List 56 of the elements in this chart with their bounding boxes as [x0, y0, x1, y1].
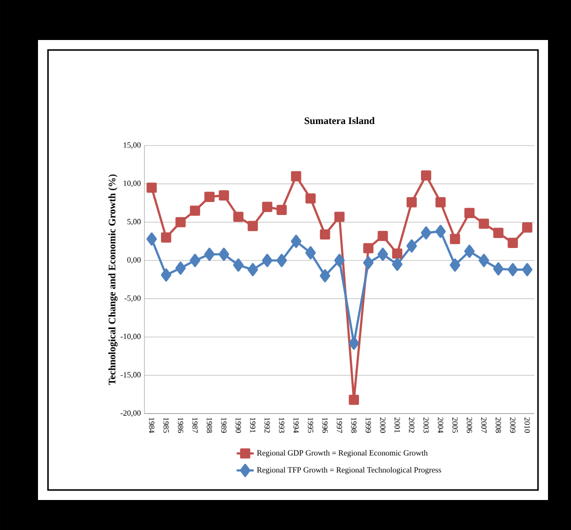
point: [464, 244, 475, 258]
point: [508, 238, 518, 248]
point: [262, 202, 272, 212]
point: [262, 254, 272, 268]
point: [218, 190, 229, 200]
point: [175, 217, 186, 228]
point: [406, 197, 417, 208]
point: [233, 258, 244, 272]
point: [305, 246, 316, 260]
chart-title: Sumatera Island: [304, 117, 375, 124]
point: [478, 218, 489, 229]
point: [204, 248, 215, 261]
point: [248, 263, 258, 276]
point: [204, 192, 215, 202]
point: [420, 226, 432, 240]
point: [378, 230, 388, 242]
point: [421, 170, 432, 181]
point: [348, 336, 360, 350]
point: [320, 229, 330, 240]
point: [493, 262, 504, 276]
y-axis-title: Technological Change and Economic Growth (%): [108, 174, 118, 386]
point: [493, 228, 504, 238]
point: [334, 254, 345, 268]
point: [435, 197, 446, 208]
point: [363, 256, 374, 270]
point: [320, 269, 330, 282]
point: [464, 208, 475, 218]
point: [378, 248, 388, 261]
point: [508, 263, 518, 276]
point: [450, 258, 460, 272]
point: [190, 254, 200, 268]
point: [522, 222, 532, 233]
point: [218, 248, 230, 261]
point: [435, 224, 446, 238]
point: [348, 394, 359, 405]
point: [276, 204, 287, 216]
point: [160, 268, 172, 282]
point: [522, 263, 532, 276]
point: [478, 254, 490, 268]
point: [175, 262, 186, 275]
point: [363, 243, 374, 254]
point: [161, 232, 172, 243]
point: [392, 258, 402, 271]
point: [392, 248, 402, 259]
point: [305, 193, 316, 204]
point: [233, 212, 244, 222]
point: [450, 234, 460, 244]
point: [146, 182, 157, 193]
point: [146, 232, 157, 246]
point: [334, 212, 345, 222]
point: [248, 220, 258, 232]
point: [406, 239, 417, 253]
point: [291, 171, 302, 182]
point: [290, 234, 302, 248]
point: [276, 254, 287, 268]
point: [190, 206, 200, 216]
